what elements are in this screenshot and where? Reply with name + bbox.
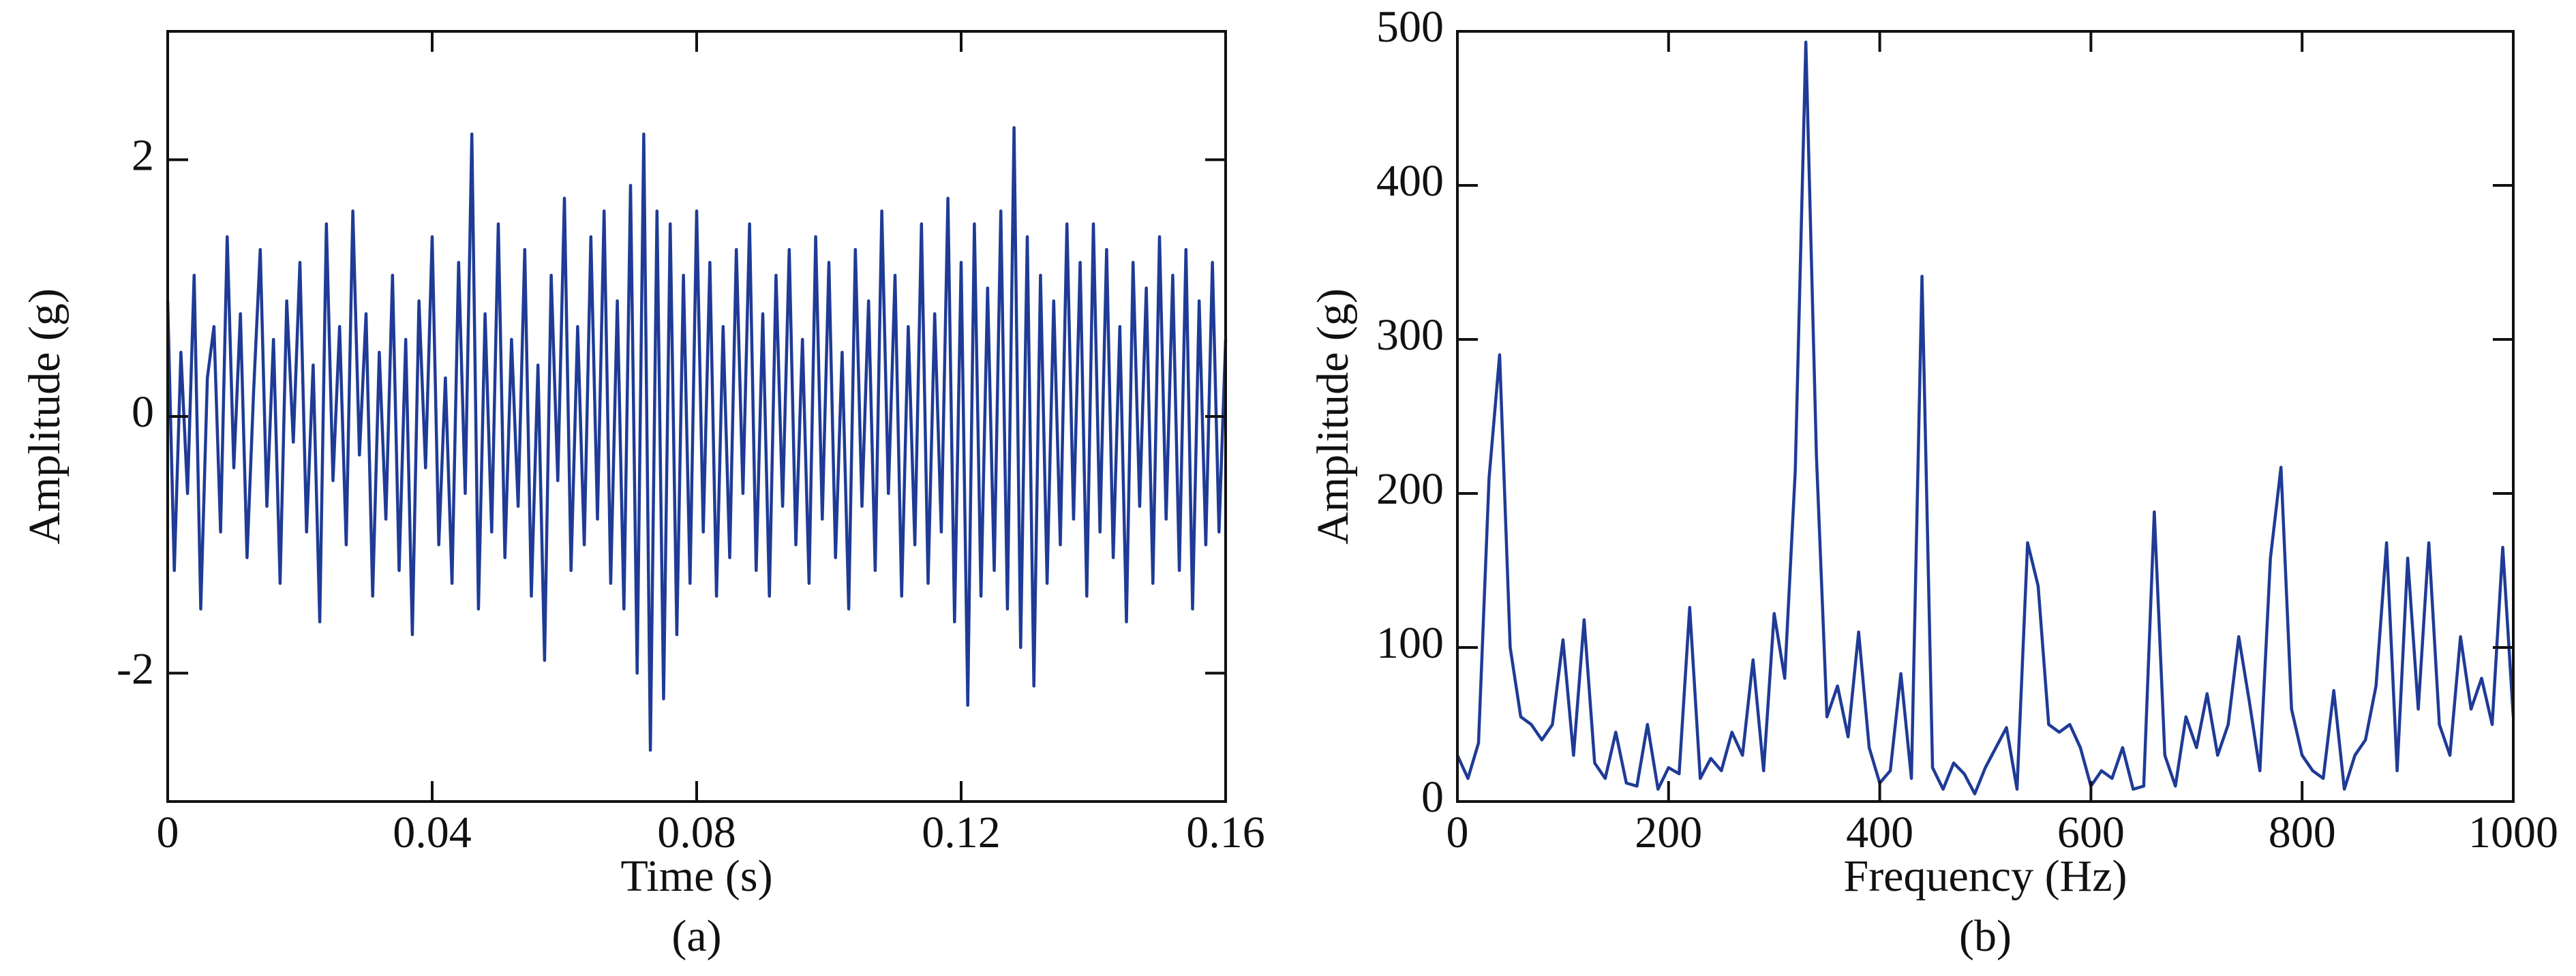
x-tick-label: 800	[2269, 808, 2336, 857]
x-tick-label: 600	[2057, 808, 2125, 857]
x-tick-label: 400	[1846, 808, 1913, 857]
y-tick-label: 400	[1376, 156, 1444, 206]
y-tick-label: -2	[117, 644, 154, 694]
x-tick-label: 0.12	[922, 808, 1001, 857]
plot-frame	[166, 30, 1227, 803]
plot-frame	[1456, 30, 2515, 803]
x-axis-label: Time (s)	[620, 851, 772, 901]
x-tick-label: 200	[1635, 808, 1702, 857]
y-tick-label: 300	[1376, 310, 1444, 360]
panel-caption: (b)	[1959, 911, 2012, 961]
y-axis-label: Amplitude (g)	[20, 288, 70, 545]
x-tick-label: 0.08	[657, 808, 736, 857]
x-tick-label: 0.04	[393, 808, 472, 857]
signal-line	[166, 126, 1228, 752]
x-axis-label: Frequency (Hz)	[1844, 851, 2127, 901]
y-tick-label: 500	[1376, 2, 1444, 52]
y-tick-label: 100	[1376, 618, 1444, 668]
x-tick-label: 0	[157, 808, 179, 857]
y-tick-label: 2	[132, 130, 154, 180]
y-tick-label: 0	[1421, 772, 1444, 822]
y-tick-label: 0	[132, 387, 154, 437]
x-tick-label: 0.16	[1186, 808, 1265, 857]
signal-line	[1455, 40, 2515, 795]
panel-caption: (a)	[671, 911, 721, 961]
x-tick-label: 1000	[2468, 808, 2558, 857]
y-axis-label: Amplitude (g)	[1308, 288, 1358, 545]
x-tick-label: 0	[1446, 808, 1469, 857]
y-tick-label: 200	[1376, 464, 1444, 514]
